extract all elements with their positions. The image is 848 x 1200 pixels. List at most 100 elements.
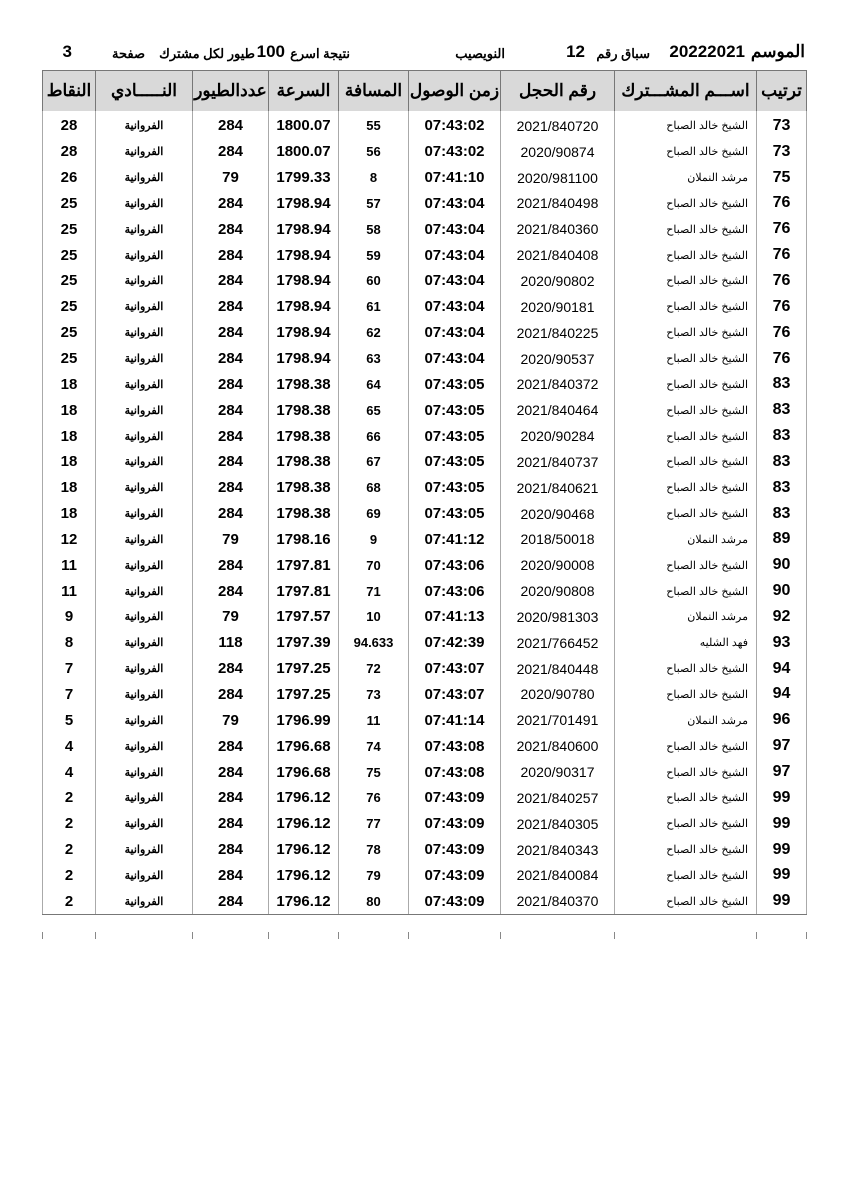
cell-member-name: الشيخ خالد الصباح	[614, 268, 757, 294]
cell-arrival-time: 07:43:09	[408, 810, 501, 837]
cell-points: 2	[42, 810, 96, 837]
cell-member-name: الشيخ خالد الصباح	[614, 474, 757, 501]
cell-club: الفروانية	[95, 759, 193, 785]
cell-rank: 83	[756, 474, 807, 501]
cell-arrival-time: 07:43:06	[408, 578, 501, 605]
cell-speed: 1800.07	[268, 111, 339, 139]
cell-club: الفروانية	[95, 216, 193, 243]
cell-distance: 57	[338, 190, 409, 217]
cell-arrival-time: 07:43:02	[408, 111, 501, 139]
cell-points: 28	[42, 138, 96, 165]
table-row: 99 الشيخ خالد الصباح 2021/840305 07:43:09 77…	[42, 810, 807, 837]
cell-rank: 99	[756, 836, 807, 863]
cell-club: الفروانية	[95, 604, 193, 630]
cell-ring-number: 2021/840084	[500, 862, 615, 889]
cell-speed: 1796.99	[268, 707, 339, 734]
cell-bird-count: 284	[192, 268, 269, 294]
cell-distance: 63	[338, 345, 409, 372]
cell-club: الفروانية	[95, 138, 193, 165]
cell-rank: 94	[756, 681, 807, 708]
cell-ring-number: 2020/90008	[500, 552, 615, 579]
cell-points: 7	[42, 655, 96, 682]
cell-ring-number: 2020/90317	[500, 759, 615, 785]
cell-member-name: الشيخ خالد الصباح	[614, 836, 757, 863]
cell-distance: 72	[338, 655, 409, 682]
table-row: 89 مرشد النملان 2018/50018 07:41:12 9 1798.16…	[42, 526, 807, 553]
cell-points: 4	[42, 733, 96, 760]
cell-points: 26	[42, 164, 96, 191]
cell-points: 2	[42, 784, 96, 811]
cell-distance: 11	[338, 707, 409, 734]
cell-club: الفروانية	[95, 164, 193, 191]
cell-speed: 1796.68	[268, 759, 339, 785]
table-row: 83 الشيخ خالد الصباح 2021/840464 07:43:05 65…	[42, 397, 807, 424]
cell-member-name: مرشد النملان	[614, 164, 757, 191]
cell-points: 25	[42, 242, 96, 269]
cell-arrival-time: 07:43:05	[408, 423, 501, 449]
cell-points: 18	[42, 448, 96, 475]
cell-rank: 89	[756, 526, 807, 553]
cell-rank: 83	[756, 397, 807, 424]
cell-speed: 1798.94	[268, 216, 339, 243]
cell-bird-count: 284	[192, 448, 269, 475]
bottom-ticks	[0, 932, 848, 940]
cell-speed: 1796.12	[268, 862, 339, 889]
cell-distance: 64	[338, 371, 409, 398]
cell-distance: 60	[338, 268, 409, 294]
cell-bird-count: 284	[192, 190, 269, 217]
cell-rank: 76	[756, 216, 807, 243]
cell-ring-number: 2021/840464	[500, 397, 615, 424]
cell-rank: 76	[756, 190, 807, 217]
cell-club: الفروانية	[95, 552, 193, 579]
cell-distance: 67	[338, 448, 409, 475]
cell-distance: 68	[338, 474, 409, 501]
cell-points: 2	[42, 862, 96, 889]
page-number: 3	[62, 42, 72, 61]
table-row: 92 مرشد النملان 2020/981303 07:41:13 10 1797.…	[42, 604, 807, 630]
cell-rank: 92	[756, 604, 807, 630]
cell-speed: 1796.68	[268, 733, 339, 760]
cell-arrival-time: 07:43:09	[408, 836, 501, 863]
cell-rank: 99	[756, 862, 807, 889]
cell-arrival-time: 07:43:07	[408, 681, 501, 708]
cell-arrival-time: 07:43:05	[408, 397, 501, 424]
cell-points: 18	[42, 371, 96, 398]
cell-arrival-time: 07:43:04	[408, 268, 501, 294]
cell-points: 18	[42, 397, 96, 424]
cell-member-name: الشيخ خالد الصباح	[614, 138, 757, 165]
cell-bird-count: 284	[192, 138, 269, 165]
cell-speed: 1798.38	[268, 500, 339, 527]
cell-speed: 1797.81	[268, 578, 339, 605]
cell-member-name: الشيخ خالد الصباح	[614, 293, 757, 320]
table-row: 99 الشيخ خالد الصباح 2021/840257 07:43:09 76…	[42, 784, 807, 811]
cell-bird-count: 284	[192, 500, 269, 527]
cell-distance: 10	[338, 604, 409, 630]
cell-rank: 97	[756, 733, 807, 760]
cell-club: الفروانية	[95, 681, 193, 708]
table-row: 90 الشيخ خالد الصباح 2020/90008 07:43:06 70 1…	[42, 552, 807, 579]
cell-speed: 1798.38	[268, 397, 339, 424]
per-member-label: طيور لكل مشترك	[159, 46, 255, 61]
table-row: 76 الشيخ خالد الصباح 2021/840408 07:43:04 59…	[42, 242, 807, 269]
cell-arrival-time: 07:43:05	[408, 474, 501, 501]
cell-points: 7	[42, 681, 96, 708]
cell-distance: 77	[338, 810, 409, 837]
cell-member-name: الشيخ خالد الصباح	[614, 578, 757, 605]
cell-speed: 1796.12	[268, 836, 339, 863]
cell-ring-number: 2020/90802	[500, 268, 615, 294]
cell-club: الفروانية	[95, 836, 193, 863]
cell-member-name: الشيخ خالد الصباح	[614, 552, 757, 579]
cell-distance: 66	[338, 423, 409, 449]
cell-ring-number: 2021/840305	[500, 810, 615, 837]
cell-club: الفروانية	[95, 526, 193, 553]
cell-ring-number: 2021/766452	[500, 629, 615, 656]
table-row: 83 الشيخ خالد الصباح 2021/840737 07:43:05 67…	[42, 448, 807, 475]
cell-ring-number: 2021/840408	[500, 242, 615, 269]
table-row: 93 فهد الشليه 2021/766452 07:42:39 94.633 179…	[42, 629, 807, 656]
cell-member-name: الشيخ خالد الصباح	[614, 242, 757, 269]
cell-bird-count: 284	[192, 681, 269, 708]
cell-ring-number: 2021/840360	[500, 216, 615, 243]
cell-distance: 74	[338, 733, 409, 760]
cell-ring-number: 2021/840370	[500, 888, 615, 916]
column-header-member-name: اســـم المشـــترك	[614, 70, 757, 111]
